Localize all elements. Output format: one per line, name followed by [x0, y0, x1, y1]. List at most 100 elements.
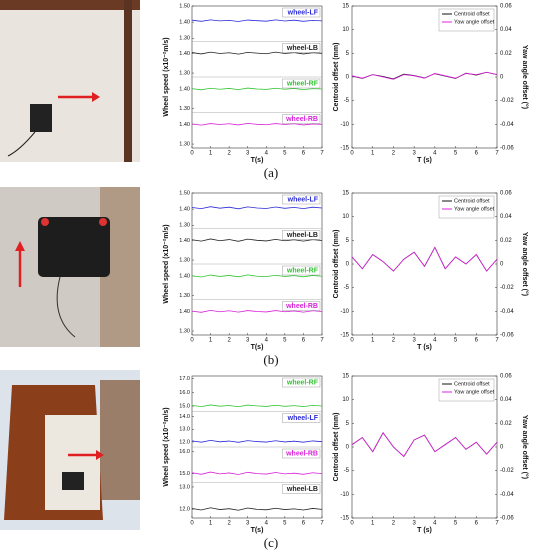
y-tick-label: 1.50 — [179, 190, 190, 196]
legend-label: Yaw angle offset — [454, 19, 495, 25]
y2-tick-label: 0 — [500, 262, 504, 268]
legend-label: Yaw angle offset — [454, 206, 495, 212]
x-tick-label: 0 — [190, 151, 194, 157]
x-tick-label: 7 — [320, 151, 324, 157]
y-tick-label: 15.0 — [179, 403, 190, 409]
strip-label: wheel-LF — [287, 197, 319, 204]
y2-tick-label: 0.06 — [500, 374, 512, 380]
y2-tick-label: -0.04 — [500, 309, 514, 315]
y2-tick-label: 0.02 — [500, 421, 512, 427]
x-tick-label: 2 — [227, 151, 231, 157]
x-tick-label: 1 — [371, 338, 375, 344]
x-tick-label: 3 — [412, 151, 416, 157]
speed-line — [191, 309, 323, 313]
strip-label: wheel-LB — [286, 232, 318, 239]
strip-label: wheel-RF — [286, 380, 319, 387]
x-tick-label: 0 — [190, 521, 194, 527]
y2-tick-label: -0.02 — [500, 468, 514, 474]
x-tick-label: 2 — [392, 521, 396, 527]
legend-box — [282, 265, 321, 276]
y-tick-label: -5 — [344, 98, 350, 104]
x-tick-label: 4 — [433, 521, 437, 527]
strip-label: wheel-LB — [286, 486, 318, 493]
x-tick-label: 5 — [283, 151, 287, 157]
y-tick-label: 0 — [346, 262, 350, 268]
light — [99, 218, 107, 226]
y-tick-label: -10 — [340, 492, 349, 498]
strip-label: wheel-RB — [285, 116, 318, 123]
y-tick-label: -15 — [340, 146, 349, 152]
x-tick-label: 6 — [302, 521, 306, 527]
speed-line — [191, 19, 323, 22]
strip-label: wheel-LF — [287, 415, 319, 422]
legend — [438, 195, 495, 219]
panel-label: (b) — [263, 352, 278, 367]
cable — [7, 131, 36, 157]
x-tick-label: 7 — [495, 521, 499, 527]
y-axis-label: Centroid offset (mm) — [333, 413, 340, 482]
offset-line — [351, 71, 498, 80]
x-tick-label: 4 — [265, 521, 269, 527]
legend-box — [282, 484, 321, 494]
photo-bg — [0, 0, 140, 162]
y2-tick-label: -0.06 — [500, 516, 514, 522]
y-tick-label: 10 — [342, 214, 349, 220]
y-tick-label: 1.30 — [179, 142, 190, 148]
speed-line — [191, 471, 323, 475]
legend-box — [282, 448, 321, 459]
x-tick-label: 6 — [475, 521, 479, 527]
speed-line — [191, 238, 323, 242]
x-tick-label: 3 — [412, 338, 416, 344]
y-tick-label: 16.0 — [179, 449, 190, 455]
y-tick-label: 1.30 — [179, 36, 190, 42]
y-tick-label: 5 — [346, 51, 350, 57]
arrow-head — [96, 450, 104, 460]
y-tick-label: 0 — [346, 445, 350, 451]
strip-label: wheel-RB — [285, 303, 318, 310]
beam — [0, 0, 140, 10]
photo-c — [0, 370, 140, 530]
legend — [438, 378, 495, 402]
y2-tick-label: 0.02 — [500, 238, 512, 244]
y-tick-label: 15 — [342, 374, 349, 380]
x-tick-label: 6 — [475, 338, 479, 344]
x-tick-label: 0 — [350, 521, 354, 527]
strip-label: wheel-LF — [287, 10, 319, 17]
x-tick-label: 4 — [433, 338, 437, 344]
y-tick-label: 10 — [342, 27, 349, 33]
x-tick-label: 1 — [371, 151, 375, 157]
y-tick-label: 12.0 — [179, 439, 190, 445]
legend-box — [282, 43, 321, 53]
post — [124, 0, 132, 162]
y-tick-label: -5 — [344, 468, 350, 474]
y-axis-label: Centroid offset (mm) — [333, 230, 340, 299]
y-tick-label: 16.0 — [179, 390, 190, 396]
legend-label: Yaw angle offset — [454, 389, 495, 395]
x-tick-label: 3 — [246, 151, 250, 157]
y2-tick-label: -0.04 — [500, 492, 514, 498]
speed-line — [191, 51, 323, 55]
y2-tick-label: 0.06 — [500, 191, 512, 197]
x-tick-label: 5 — [454, 521, 458, 527]
x-axis-label: T (s) — [417, 157, 432, 164]
x-tick-label: 5 — [283, 338, 287, 344]
x-tick-label: 2 — [227, 338, 231, 344]
speed-line — [191, 440, 323, 443]
y-tick-label: -15 — [340, 516, 349, 522]
robot — [62, 472, 84, 490]
x-axis-label: T(s) — [251, 344, 264, 351]
y2-tick-label: -0.02 — [500, 98, 514, 104]
y2-axis-label: Yaw angle offset (°) — [521, 232, 529, 296]
light — [41, 218, 49, 226]
x-axis-label: T (s) — [417, 344, 432, 351]
speed-line — [191, 274, 323, 278]
y2-tick-label: 0.04 — [500, 214, 512, 220]
x-tick-label: 6 — [475, 151, 479, 157]
x-tick-label: 7 — [320, 521, 324, 527]
legend-box — [282, 194, 321, 205]
x-tick-label: 0 — [350, 151, 354, 157]
x-tick-label: 1 — [209, 521, 213, 527]
y-tick-label: 1.40 — [179, 86, 190, 92]
y-tick-label: 1.40 — [179, 20, 190, 26]
y2-tick-label: -0.04 — [500, 122, 514, 128]
